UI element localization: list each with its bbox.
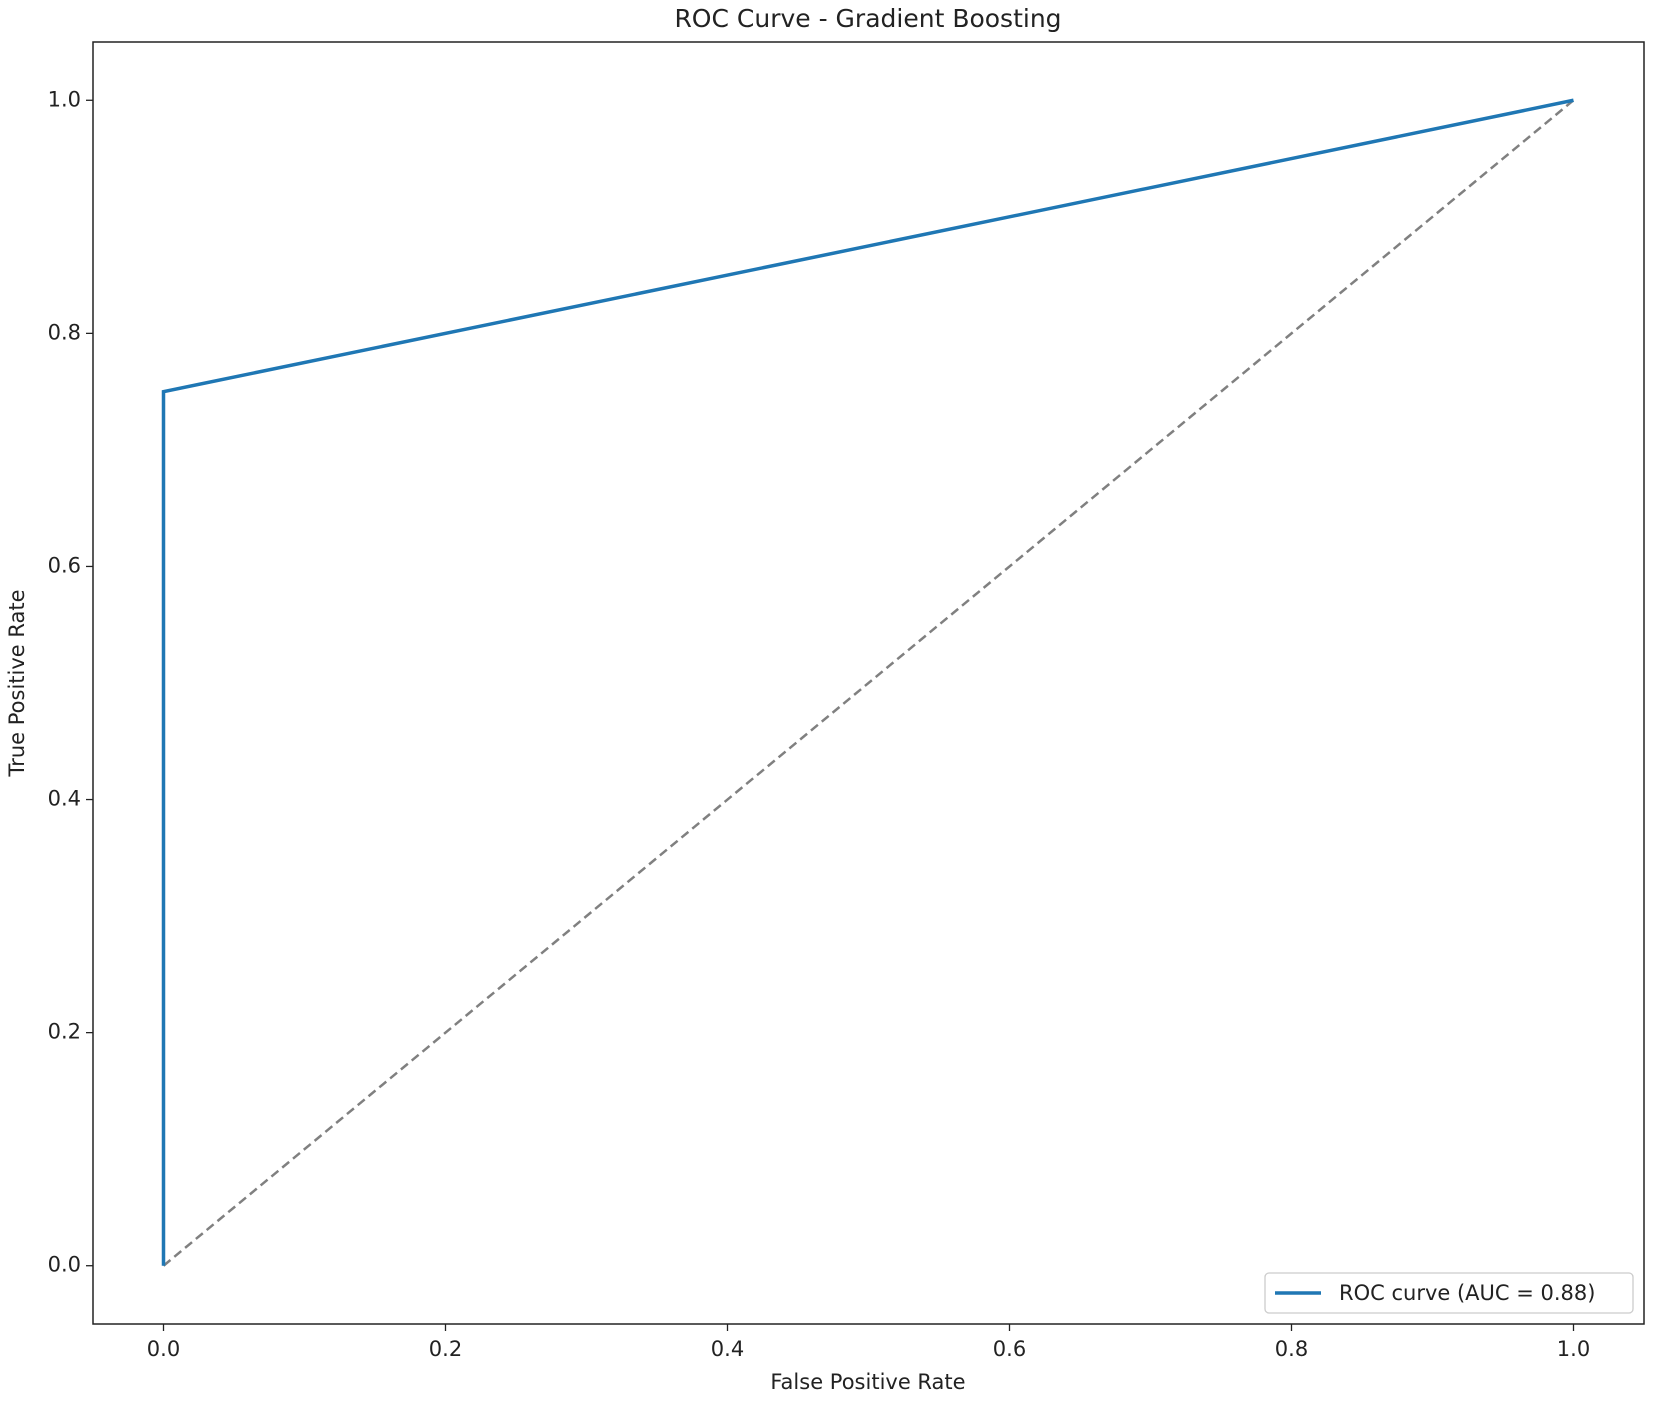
- series-line: [162, 99, 1575, 1267]
- y-tick-label: 0.0: [48, 1253, 81, 1277]
- y-tick-label: 0.2: [48, 1020, 81, 1044]
- y-tick-label: 0.6: [48, 553, 81, 577]
- legend-label: ROC curve (AUC = 0.88): [1339, 1281, 1595, 1305]
- x-tick-label: 0.2: [429, 1337, 462, 1361]
- y-axis-label: True Positive Rate: [5, 589, 29, 777]
- x-tick-label: 0.8: [1275, 1337, 1308, 1361]
- series-line: [161, 98, 1574, 1266]
- chart-title: ROC Curve - Gradient Boosting: [674, 4, 1061, 33]
- x-tick-label: 0.4: [711, 1337, 744, 1361]
- x-tick-label: 0.0: [147, 1337, 180, 1361]
- y-tick-label: 1.0: [48, 87, 81, 111]
- y-tick-label: 0.4: [48, 787, 81, 811]
- axes-frame: [92, 41, 1645, 1325]
- legend-box: [1264, 1272, 1634, 1314]
- y-tick-label: 0.8: [48, 320, 81, 344]
- x-axis-label: False Positive Rate: [770, 1370, 965, 1394]
- x-tick-label: 1.0: [1557, 1337, 1590, 1361]
- x-tick-label: 0.6: [993, 1337, 1026, 1361]
